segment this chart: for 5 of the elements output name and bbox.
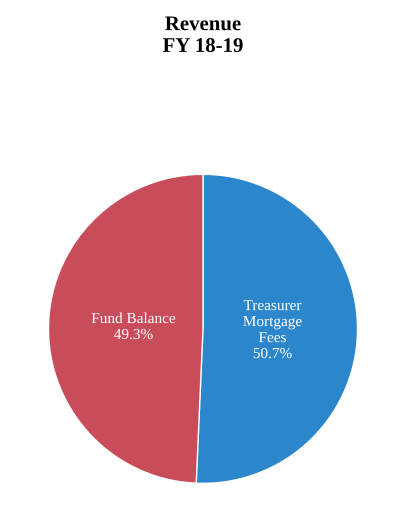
data-label: 50.7%	[254, 348, 292, 358]
chart-title: Revenue FY 18-19	[162, 16, 243, 52]
slice-label: Fund Balance	[92, 312, 176, 324]
slice-label: Treasurer Mortgage Fees	[243, 300, 302, 342]
data-label: 49.3%	[114, 328, 153, 340]
